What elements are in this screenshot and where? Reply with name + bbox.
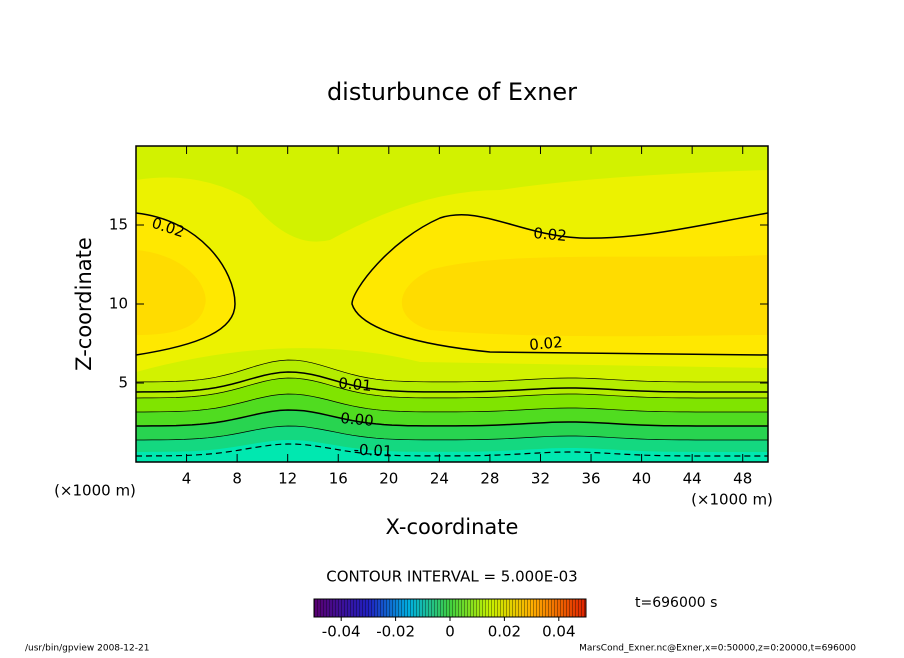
footer-left: /usr/bin/gpview 2008-12-21 — [25, 644, 149, 654]
contour-line — [136, 409, 768, 427]
x-unit: (×1000 m) — [691, 491, 773, 509]
x-tick-label: 4 — [182, 470, 192, 488]
contour-line — [136, 212, 236, 356]
contour-line — [351, 212, 768, 356]
x-tick-label: 40 — [632, 470, 651, 488]
x-tick-label: 20 — [379, 470, 398, 488]
x-tick-label: 28 — [480, 470, 499, 488]
y-tick-label: 10 — [109, 295, 128, 313]
plot-area: 0.02 0.020.020.010.00-0.01 — [136, 146, 768, 462]
contour-label: -0.01 — [353, 440, 393, 460]
field-fill — [401, 255, 768, 337]
colorbar-tick-label: 0.02 — [488, 623, 521, 641]
thin-contour — [136, 377, 768, 399]
chart-title: disturbunce of Exner — [327, 78, 577, 106]
thin-contour — [136, 393, 768, 413]
x-tick-label: 16 — [329, 470, 348, 488]
x-tick-label: 12 — [278, 470, 297, 488]
colorbar-stripes — [314, 599, 586, 617]
colorbar-tick-label: -0.04 — [322, 623, 361, 641]
colorbar-tick-label: -0.02 — [376, 623, 415, 641]
x-tick-label: 36 — [581, 470, 600, 488]
thin-contour — [136, 359, 768, 383]
thin-contour — [136, 425, 768, 441]
y-tick-label: 5 — [118, 374, 128, 392]
colorbar-tick-label: 0 — [445, 623, 455, 641]
colorbar-tick-label: 0.04 — [542, 623, 575, 641]
footer-right: MarsCond_Exner.nc@Exner,x=0:50000,z=0:20… — [579, 644, 856, 654]
time-label: t=696000 s — [635, 595, 717, 611]
x-tick-label: 8 — [232, 470, 242, 488]
contour-label: 0.00 — [340, 409, 375, 430]
field-fill — [136, 440, 768, 462]
y-unit: (×1000 m) — [54, 482, 136, 500]
field-fill — [136, 250, 206, 335]
y-tick-label: 15 — [109, 216, 128, 234]
y-axis-label: Z-coordinate — [72, 237, 96, 371]
x-axis-label: X-coordinate — [386, 515, 519, 539]
contour-label: 0.02 — [529, 333, 564, 354]
contour-interval: CONTOUR INTERVAL = 5.000E-03 — [326, 568, 577, 586]
x-tick-label: 32 — [531, 470, 550, 488]
x-tick-label: 44 — [683, 470, 702, 488]
x-tick-label: 48 — [733, 470, 752, 488]
contour-line — [136, 371, 768, 393]
x-tick-label: 24 — [430, 470, 449, 488]
contour-label: 0.02 — [533, 224, 568, 245]
contour-line — [136, 443, 768, 457]
contour-label: 0.01 — [338, 374, 373, 395]
